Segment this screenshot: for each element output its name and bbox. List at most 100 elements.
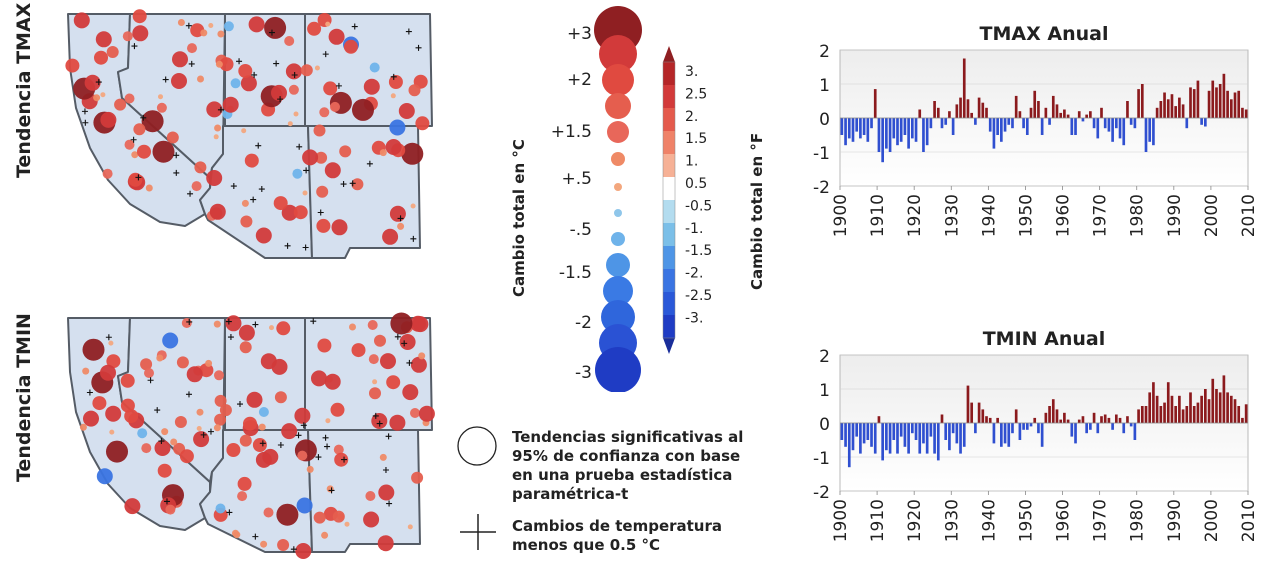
bar: [970, 112, 974, 118]
bar: [910, 118, 914, 139]
bar: [1222, 73, 1226, 118]
bar: [1029, 107, 1033, 118]
legend-fahrenheit-label: 1.: [685, 154, 698, 170]
bar: [1181, 409, 1185, 423]
bar: [1155, 107, 1159, 118]
legend-arrow-up: [663, 46, 675, 62]
bar: [962, 423, 966, 447]
bar: [1007, 118, 1011, 125]
station-trend-dot: [315, 151, 328, 164]
station-trend-dot: [232, 529, 239, 537]
legend-fahrenheit-label: -2.: [685, 266, 703, 282]
plus-marker: [366, 160, 373, 167]
station-trend-dot: [239, 341, 252, 354]
bar: [1222, 375, 1226, 423]
bar: [959, 423, 962, 454]
bar: [929, 423, 933, 437]
bar: [966, 99, 970, 118]
bar: [1074, 423, 1077, 444]
bar: [1048, 406, 1051, 423]
bar: [840, 118, 844, 135]
plus-marker: [277, 96, 284, 103]
bar: [885, 118, 888, 149]
plus-marker: [273, 60, 280, 67]
bar: [933, 101, 936, 118]
bar: [1148, 392, 1152, 423]
bar: [907, 118, 910, 149]
station-trend-dot: [258, 407, 269, 417]
bar: [1059, 419, 1063, 423]
bar: [1174, 406, 1178, 423]
bar: [1137, 89, 1140, 118]
bar: [1226, 90, 1229, 118]
station-trend-dot: [352, 98, 374, 121]
bar: [866, 423, 870, 440]
station-trend-dot: [237, 491, 248, 502]
station-trend-dot: [277, 539, 290, 551]
bar: [1185, 118, 1189, 129]
bar: [1170, 94, 1174, 118]
station-trend-dot: [330, 402, 345, 417]
bar: [1129, 423, 1133, 427]
x-tick-label: 1910: [868, 499, 888, 542]
bar: [859, 118, 862, 139]
bar: [1181, 104, 1185, 118]
plus-marker: [82, 119, 89, 126]
plus-marker: [163, 498, 170, 505]
bar: [1107, 118, 1111, 132]
station-trend-dot: [124, 498, 141, 515]
bar: [881, 118, 884, 163]
legend-size-circle: [606, 253, 630, 277]
plus-marker: [351, 23, 358, 30]
legend-fahrenheit-title: Cambio total en °F: [748, 132, 766, 290]
station-trend-dot: [297, 450, 308, 461]
bar: [1040, 118, 1044, 135]
station-trend-dot: [372, 379, 378, 385]
station-trend-dot: [108, 340, 114, 346]
station-trend-dot: [243, 416, 257, 431]
bar: [936, 107, 940, 118]
bar: [948, 423, 951, 451]
bar: [1033, 90, 1037, 118]
legend-color-swatch: [663, 200, 675, 224]
legend-celsius-label: -2: [575, 313, 592, 333]
bar: [955, 104, 959, 118]
station-trend-dot: [302, 190, 308, 196]
station-trend-dot: [311, 370, 327, 387]
bar: [1166, 382, 1170, 423]
bar: [1070, 118, 1074, 135]
station-trend-dot: [287, 121, 293, 127]
legend-color-swatch: [663, 269, 675, 293]
bar: [1025, 118, 1029, 135]
bar: [1226, 392, 1229, 423]
station-trend-dot: [83, 410, 99, 427]
station-trend-dot: [165, 504, 176, 515]
station-trend-dot: [187, 43, 197, 54]
bar: [1081, 118, 1085, 122]
station-trend-dot: [219, 57, 234, 72]
bar: [1233, 399, 1237, 423]
y-tick-label: -1: [813, 449, 830, 469]
station-trend-dot: [410, 203, 416, 209]
bar: [922, 118, 925, 152]
x-tick-label: 1990: [1165, 499, 1185, 542]
bar: [870, 118, 873, 129]
plus-marker: [382, 467, 389, 474]
bar: [847, 423, 851, 468]
bar: [1037, 101, 1040, 118]
station-trend-dot: [154, 440, 171, 456]
legend-color-swatch: [663, 292, 675, 316]
bar: [851, 118, 855, 142]
bar: [844, 118, 847, 146]
bar: [1133, 423, 1137, 440]
bar: [988, 417, 992, 423]
plus-marker: [252, 533, 259, 540]
legend-size-circle: [595, 347, 641, 392]
x-tick-label: 1990: [1165, 194, 1185, 237]
plus-marker: [200, 431, 207, 438]
plus-marker: [130, 136, 137, 143]
station-trend-dot: [363, 511, 380, 528]
bar: [1140, 406, 1144, 423]
legend-size-circle: [614, 183, 622, 191]
plus-marker: [284, 242, 291, 249]
